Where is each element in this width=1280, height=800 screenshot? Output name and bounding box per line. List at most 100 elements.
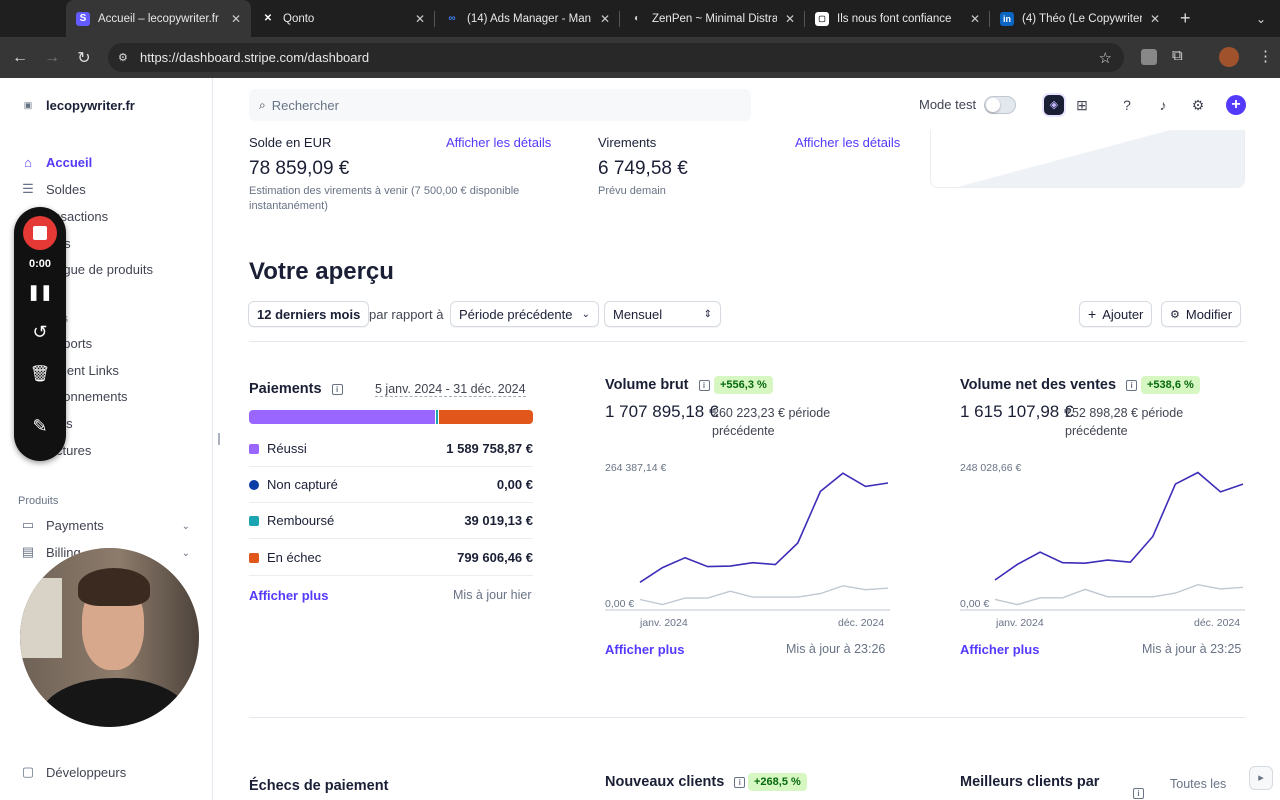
edit-widgets-label: Modifier (1185, 306, 1233, 322)
sidebar-item-payments[interactable]: ▭ Payments (20, 517, 104, 533)
tab-close-icon[interactable]: ✕ (969, 11, 980, 26)
extensions-icon[interactable]: ⧉ (1172, 47, 1183, 64)
webcam-bubble[interactable] (20, 548, 199, 727)
sidebar-item-payment-links[interactable]: ment Links (56, 363, 119, 378)
browser-tab[interactable]: ◐ ZenPen ~ Minimal Distra ✕ (620, 0, 805, 37)
payments-date-range[interactable]: 5 janv. 2024 - 31 déc. 2024 (375, 382, 526, 397)
tab-search-icon[interactable]: ⌄ (1255, 12, 1266, 26)
info-icon[interactable]: i (698, 379, 710, 391)
net-updated: Mis à jour à 23:25 (1142, 642, 1242, 656)
sidebar-item-developers[interactable]: ▢ Développeurs (20, 764, 126, 780)
net-ymin: 0,00 € (960, 598, 990, 610)
compare-select-value: Période précédente (459, 306, 573, 322)
payments-title-text: Paiements (249, 381, 322, 397)
stop-recording-button[interactable] (23, 216, 57, 250)
sidebar-item-soldes[interactable]: ☰ Soldes (20, 181, 86, 197)
pause-icon[interactable]: ❚❚ (27, 284, 53, 301)
tab-title: Accueil – lecopywriter.fr (98, 12, 219, 25)
pen-icon[interactable]: ✎ (32, 416, 48, 436)
tab-close-icon[interactable]: ✕ (1149, 11, 1160, 26)
legend-label: Non capturé (267, 477, 338, 492)
bar-reussi (249, 410, 435, 424)
sidebar-item-label: Accueil (46, 154, 93, 170)
browser-tab[interactable]: in (4) Théo (Le Copywriter ✕ (990, 0, 1170, 37)
failed-payments-title: Échecs de paiement (249, 778, 389, 794)
net-more-link[interactable]: Afficher plus (960, 642, 1040, 657)
account-switcher[interactable]: ▣ lecopywriter.fr (20, 97, 135, 113)
browser-menu-icon[interactable]: ⋮ (1258, 48, 1273, 65)
best-clients-title: Meilleurs clients par (960, 774, 1100, 790)
info-icon[interactable]: i (1133, 788, 1144, 799)
sidebar-item-abonnements[interactable]: bonnements (56, 389, 128, 404)
webcam-person-hair (78, 568, 150, 606)
balance-details-link[interactable]: Afficher les détails (446, 135, 552, 150)
payments-more-link[interactable]: Afficher plus (249, 588, 329, 603)
restart-icon[interactable]: ↺ (32, 322, 48, 342)
period-button[interactable]: 12 derniers mois (248, 301, 370, 327)
balance-label: Solde en EUR (249, 135, 332, 150)
compare-select[interactable]: Période précédente ⌄ (450, 301, 599, 327)
chat-icon[interactable]: ▸ (1249, 766, 1273, 790)
tab-close-icon[interactable]: ✕ (230, 11, 241, 26)
legend-value: 799 606,46 € (457, 550, 533, 565)
tab-close-icon[interactable]: ✕ (784, 11, 795, 26)
back-icon[interactable]: ← (12, 48, 28, 66)
transfers-details-link[interactable]: Afficher les détails (795, 135, 901, 150)
gross-title-text: Volume brut (605, 377, 689, 393)
balance-note: Estimation des virements à venir (7 500,… (249, 185, 520, 212)
browser-tab[interactable]: ∞ (14) Ads Manager - Man ✕ (435, 0, 620, 37)
site-settings-icon[interactable]: ⚙ (118, 52, 128, 64)
sidebar-item-accueil[interactable]: ⌂ Accueil (20, 154, 92, 170)
legend-value: 39 019,13 € (464, 513, 533, 528)
legend-value: 0,00 € (496, 477, 533, 492)
chevron-down-icon[interactable]: ⌄ (181, 521, 190, 532)
tab-close-icon[interactable]: ✕ (414, 11, 425, 26)
sidebar-item-factures[interactable]: ctures (56, 443, 91, 458)
tab-title: (4) Théo (Le Copywriter (1022, 12, 1142, 25)
bookmark-star-icon[interactable]: ☆ (1098, 49, 1112, 67)
devtools-extension-icon[interactable] (1141, 49, 1157, 65)
summary-graphic (930, 130, 1245, 188)
tab-close-icon[interactable]: ✕ (599, 11, 610, 26)
qonto-favicon-icon: ✕ (263, 13, 273, 24)
notifications-icon[interactable]: ♪ (1159, 97, 1167, 113)
browser-tab[interactable]: ✕ Qonto ✕ (251, 0, 435, 37)
browser-tab[interactable]: S Accueil – lecopywriter.fr ✕ (66, 0, 251, 37)
new-tab-button[interactable]: + (1180, 8, 1191, 28)
net-value: 1 615 107,98 € (960, 402, 1074, 421)
tab-title: ZenPen ~ Minimal Distra (652, 12, 777, 25)
browser-tab[interactable]: ▢ Ils nous font confiance ✕ (805, 0, 990, 37)
reload-icon[interactable]: ↻ (77, 49, 91, 67)
best-clients-filter[interactable]: Toutes les (1170, 777, 1227, 791)
assistant-icon[interactable]: ◈ (1044, 95, 1064, 115)
net-xstart: janv. 2024 (996, 617, 1044, 629)
info-icon[interactable]: i (1126, 379, 1138, 391)
payments-icon: ▭ (21, 517, 35, 532)
apps-icon[interactable]: ⊞ (1076, 97, 1088, 113)
sidebar-resize-handle[interactable] (218, 433, 220, 445)
profile-avatar-icon[interactable] (1219, 47, 1239, 67)
gross-ymin: 0,00 € (605, 598, 635, 610)
sidebar-item-label: Développeurs (46, 764, 127, 780)
search-input[interactable]: ⌕ Rechercher (249, 89, 751, 121)
edit-widgets-button[interactable]: ⚙ Modifier (1161, 301, 1242, 327)
linkedin-favicon-icon: in (1000, 11, 1014, 26)
gross-more-link[interactable]: Afficher plus (605, 642, 685, 657)
info-icon[interactable]: i (734, 776, 746, 788)
trash-icon[interactable]: 🗑 (29, 366, 51, 383)
gross-xend: déc. 2024 (838, 617, 885, 629)
legend-swatch (249, 515, 259, 526)
interval-select[interactable]: Mensuel ⇕ (604, 301, 721, 327)
help-icon[interactable]: ? (1123, 97, 1131, 113)
screen-recorder-toolbar: 0:00 ❚❚ ↺ 🗑 ✎ (14, 207, 66, 461)
add-widget-button[interactable]: + Ajouter (1079, 301, 1153, 327)
forward-icon[interactable]: → (44, 48, 60, 66)
settings-gear-icon[interactable]: ⚙ (1191, 97, 1205, 113)
sidebar-item-label: Soldes (46, 181, 86, 197)
updown-chevron-icon: ⇕ (703, 308, 712, 320)
create-plus-button[interactable]: + (1226, 95, 1246, 115)
mode-test-toggle[interactable] (984, 96, 1016, 114)
url-bar[interactable]: ⚙ https://dashboard.stripe.com/dashboard… (108, 43, 1124, 72)
meta-favicon-icon: ∞ (448, 13, 456, 24)
info-icon[interactable]: i (331, 383, 343, 395)
